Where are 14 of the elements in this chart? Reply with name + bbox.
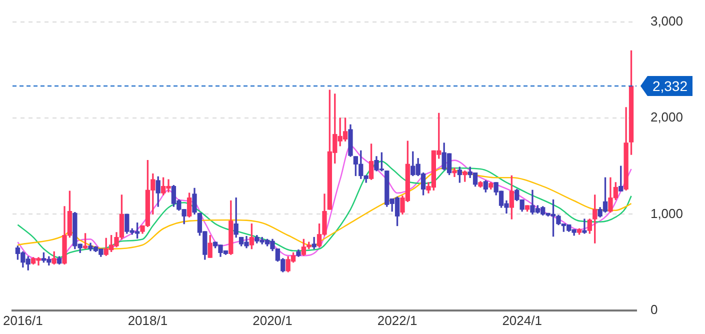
candlestick xyxy=(452,168,457,178)
candlestick xyxy=(582,218,587,234)
y-tick-label: 2,000 xyxy=(650,110,684,125)
y-tick-label: 0 xyxy=(650,302,658,317)
y-tick-label: 3,000 xyxy=(650,13,684,28)
line-series xyxy=(17,160,632,258)
x-tick-label: 2022/1 xyxy=(377,312,418,328)
y-tick-label: 1,000 xyxy=(650,206,684,221)
line-series xyxy=(17,145,632,260)
ref-line-label: 2,332 xyxy=(652,78,688,94)
x-tick-label: 2016/1 xyxy=(3,312,43,328)
x-tick-label: 2024/1 xyxy=(502,312,542,328)
x-tick-label: 2020/1 xyxy=(252,312,292,328)
x-tick-label: 2018/1 xyxy=(128,312,168,328)
